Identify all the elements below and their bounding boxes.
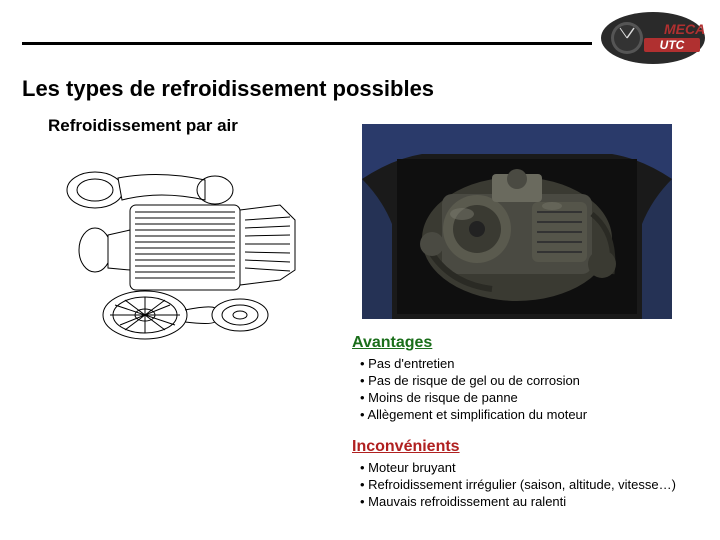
disadvantages-heading: Inconvénients: [352, 438, 676, 456]
advantages-heading: Avantages: [352, 334, 587, 352]
advantage-item: Moins de risque de panne: [360, 390, 587, 407]
disadvantage-item: Moteur bruyant: [360, 460, 676, 477]
advantages-list: Pas d'entretien Pas de risque de gel ou …: [352, 356, 587, 424]
header-divider: [22, 42, 592, 45]
engine-diagram: [40, 150, 330, 350]
disadvantage-item: Refroidissement irrégulier (saison, alti…: [360, 477, 676, 494]
advantage-item: Pas de risque de gel ou de corrosion: [360, 373, 587, 390]
svg-text:UTC: UTC: [660, 38, 685, 52]
svg-text:MECA: MECA: [664, 21, 705, 37]
brand-logo: MECA UTC: [600, 10, 706, 66]
subtitle: Refroidissement par air: [48, 116, 238, 136]
disadvantages-list: Moteur bruyant Refroidissement irrégulie…: [352, 460, 676, 511]
engine-photo: [362, 124, 672, 319]
advantages-section: Avantages Pas d'entretien Pas de risque …: [352, 334, 587, 424]
advantage-item: Allègement et simplification du moteur: [360, 407, 587, 424]
disadvantages-section: Inconvénients Moteur bruyant Refroidisse…: [352, 438, 676, 511]
advantage-item: Pas d'entretien: [360, 356, 587, 373]
page-title: Les types de refroidissement possibles: [22, 76, 434, 102]
disadvantage-item: Mauvais refroidissement au ralenti: [360, 494, 676, 511]
